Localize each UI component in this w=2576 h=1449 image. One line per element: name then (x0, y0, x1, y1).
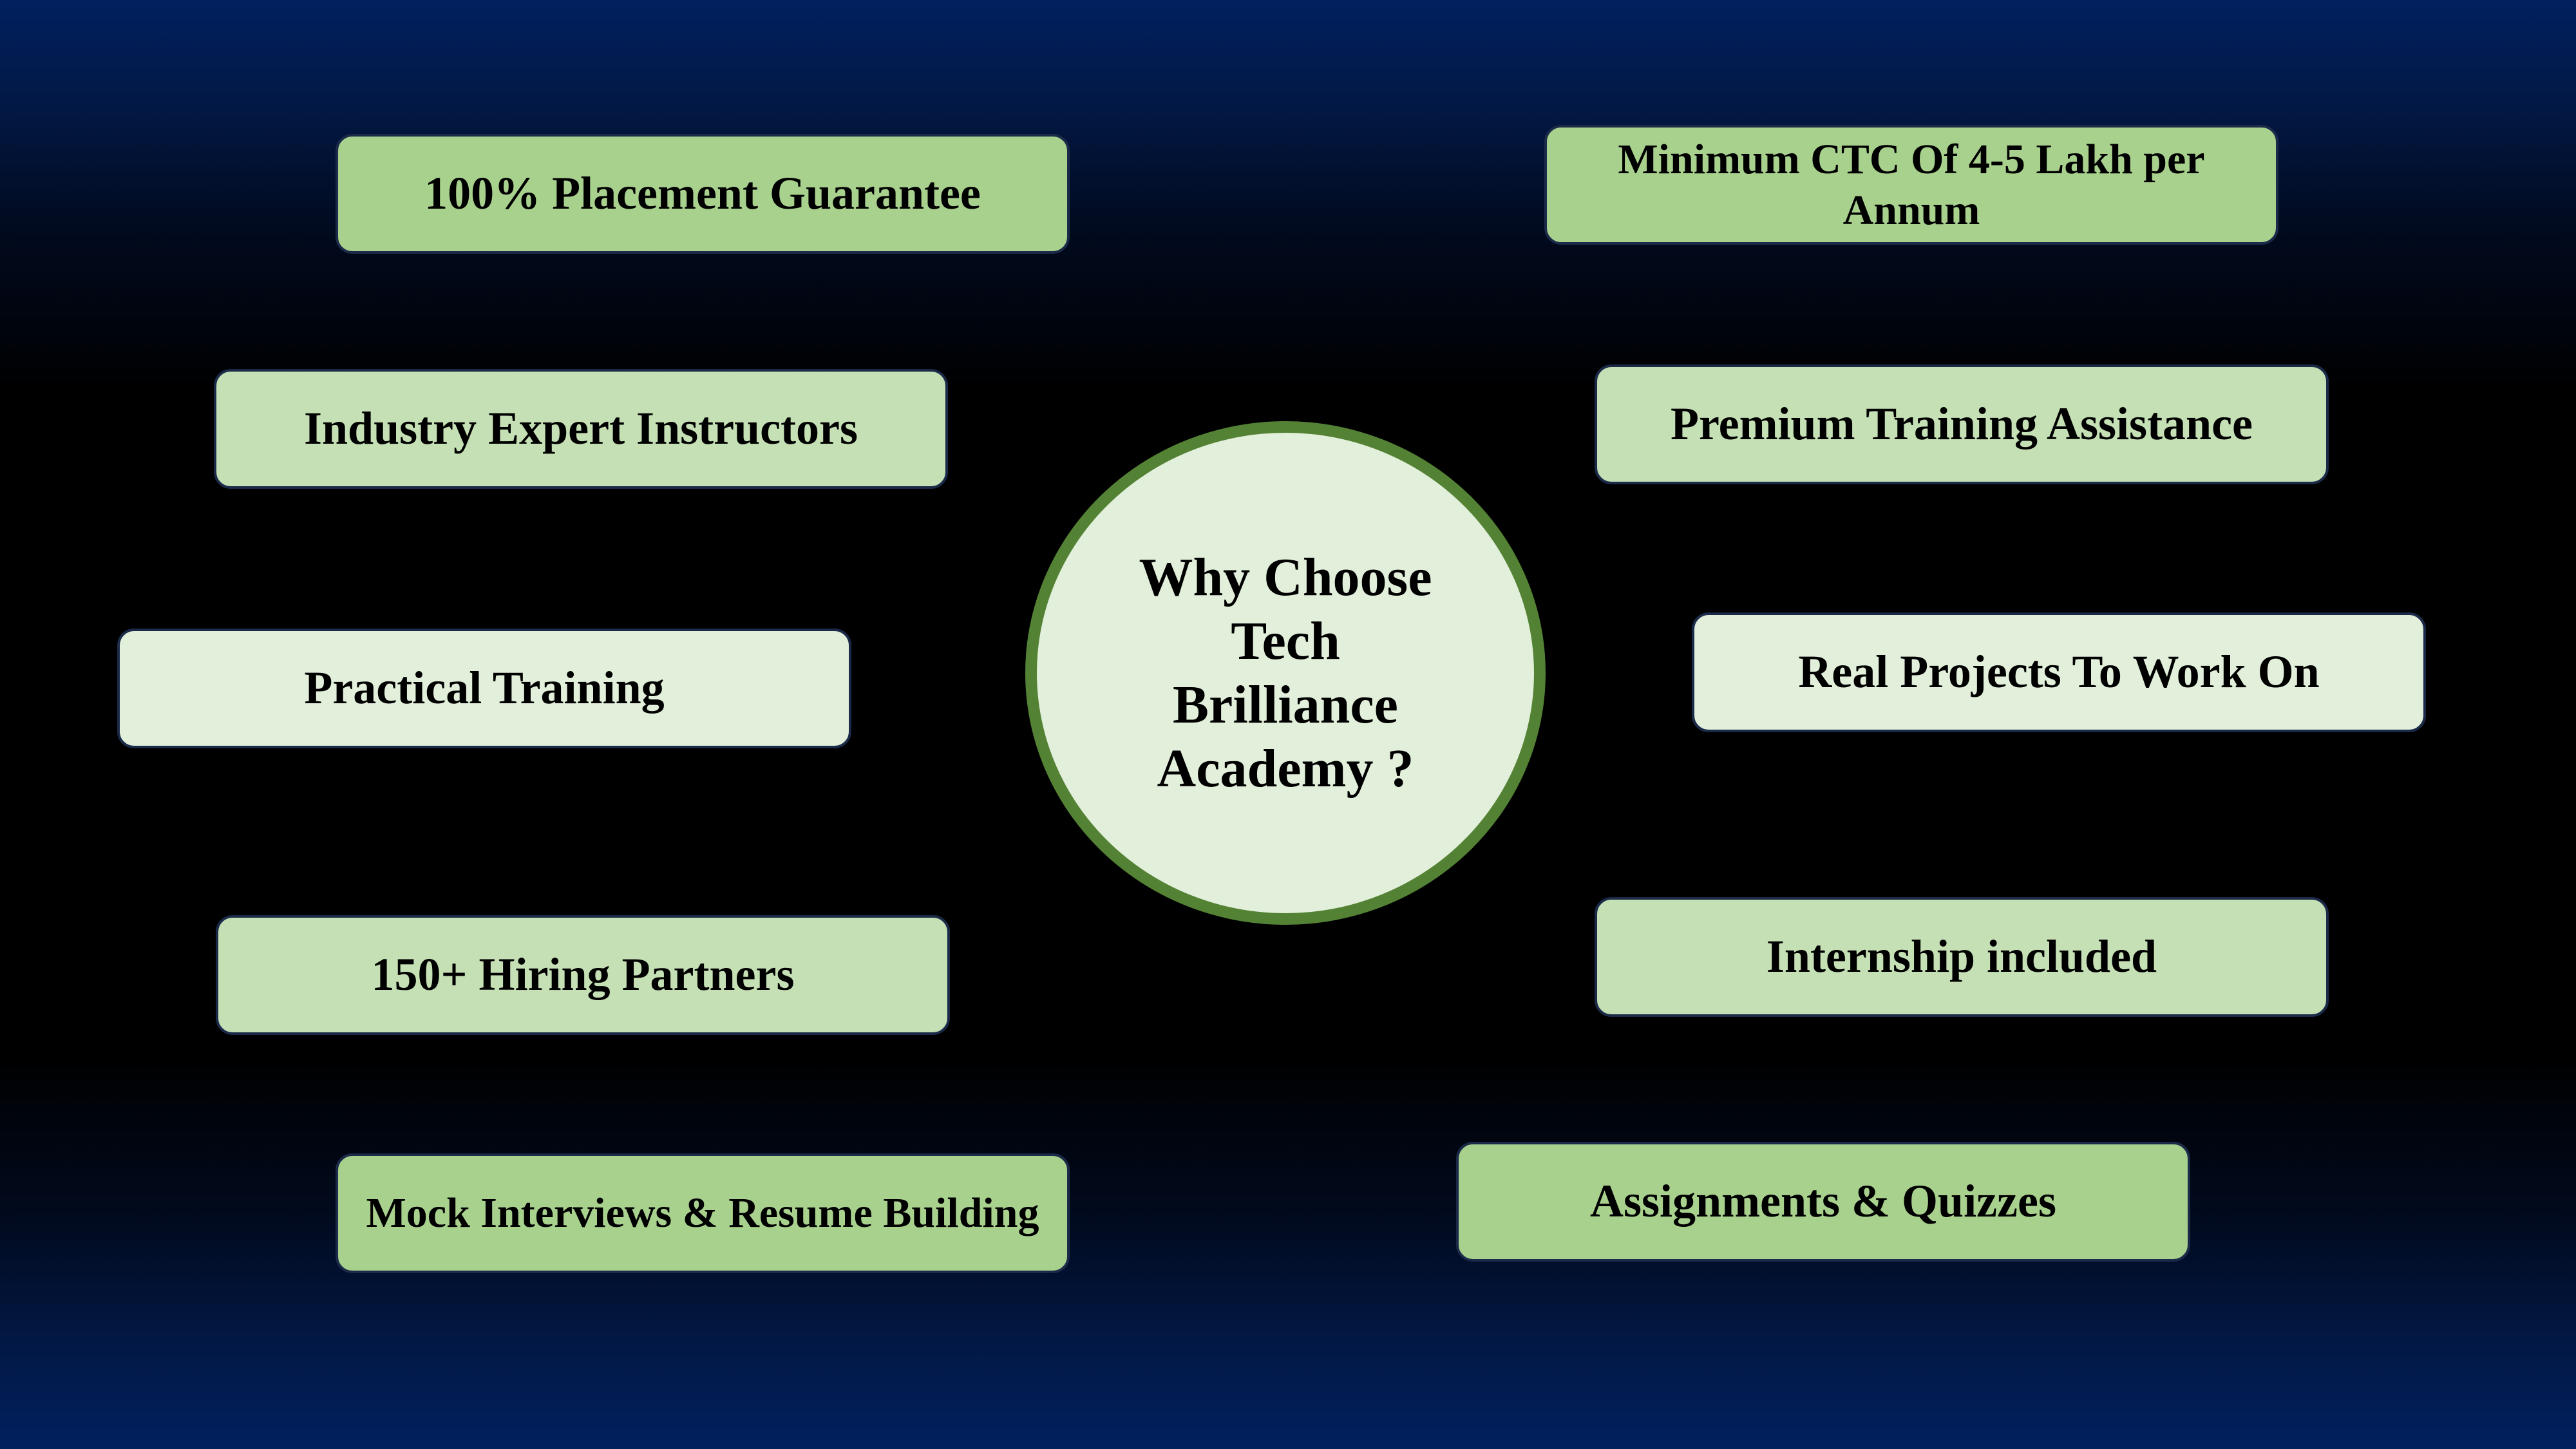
benefit-label: Industry Expert Instructors (303, 402, 858, 455)
benefit-label: 100% Placement Guarantee (424, 167, 981, 220)
benefit-label: Premium Training Assistance (1670, 398, 2253, 450)
benefit-card-placement-guarantee: 100% Placement Guarantee (336, 134, 1070, 254)
benefit-card-mock-interviews: Mock Interviews & Resume Building (336, 1153, 1070, 1273)
benefit-card-real-projects: Real Projects To Work On (1692, 612, 2426, 732)
benefit-label: Practical Training (304, 662, 665, 714)
benefit-card-premium-training: Premium Training Assistance (1595, 365, 2329, 484)
benefit-label: Real Projects To Work On (1798, 646, 2320, 698)
benefit-card-assignments-quizzes: Assignments & Quizzes (1456, 1142, 2190, 1262)
benefit-label: Mock Interviews & Resume Building (366, 1189, 1039, 1236)
benefit-label: Minimum CTC Of 4-5 Lakh per Annum (1618, 135, 2205, 234)
benefit-card-expert-instructors: Industry Expert Instructors (214, 369, 948, 489)
benefit-card-internship: Internship included (1595, 897, 2329, 1017)
benefit-card-hiring-partners: 150+ Hiring Partners (216, 915, 950, 1035)
benefit-label: 150+ Hiring Partners (371, 949, 795, 1001)
benefit-label: Assignments & Quizzes (1590, 1175, 2056, 1227)
benefit-label: Internship included (1766, 931, 2157, 983)
benefit-card-minimum-ctc: Minimum CTC Of 4-5 Lakh per Annum (1544, 125, 2278, 245)
central-hub-circle: Why Choose Tech Brilliance Academy ? (1025, 421, 1546, 925)
hub-title: Why Choose Tech Brilliance Academy ? (1139, 547, 1432, 799)
benefit-card-practical-training: Practical Training (117, 629, 851, 748)
